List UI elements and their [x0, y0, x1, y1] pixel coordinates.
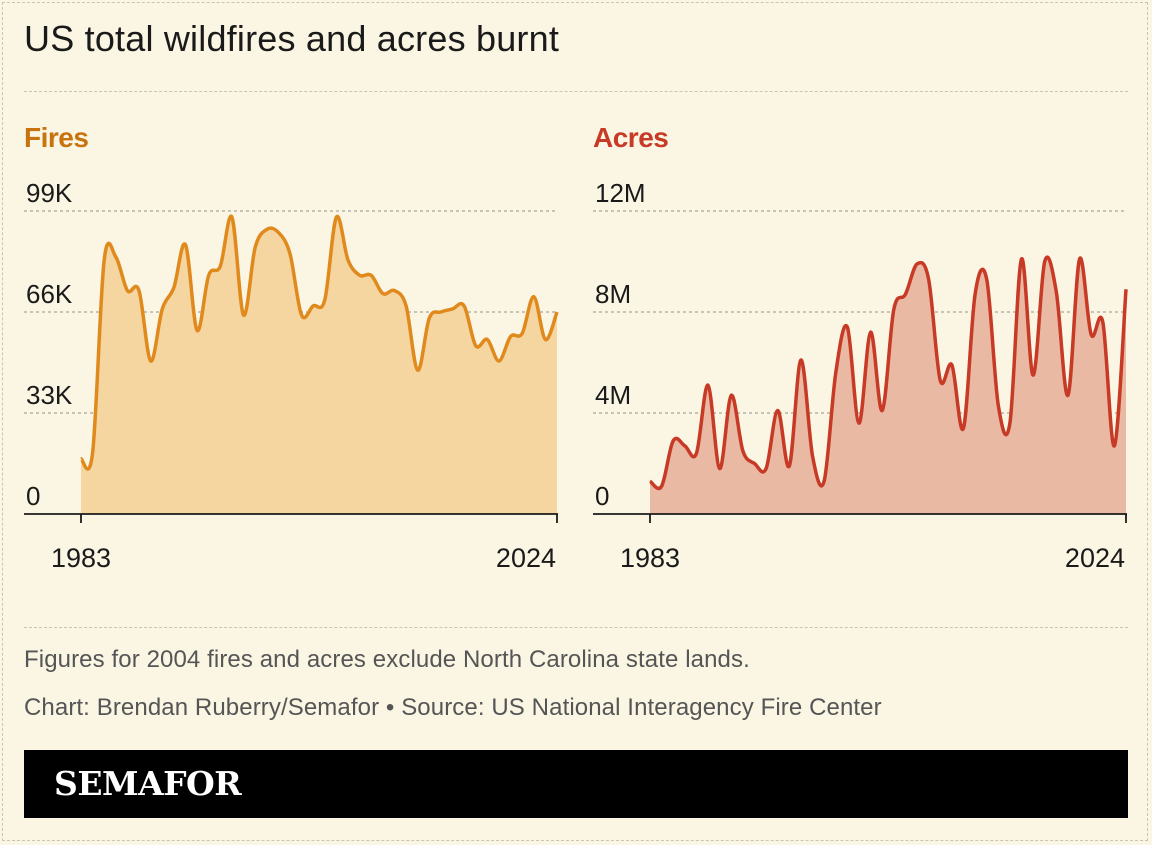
fires-panel-title: Fires	[24, 122, 88, 153]
acres-series-line	[648, 255, 1128, 491]
fires-ytick-label: 66K	[26, 279, 73, 309]
acres-ytick-label: 8M	[595, 279, 631, 309]
footer-bar: SEMAFOR	[24, 750, 1128, 818]
semafor-logo: SEMAFOR	[54, 764, 242, 803]
acres-ytick-label: 4M	[595, 380, 631, 410]
footnote: Figures for 2004 fires and acres exclude…	[24, 646, 750, 673]
acres-xtick-label: 1983	[620, 543, 680, 573]
fires-series-line	[79, 214, 559, 471]
acres-area	[650, 257, 1126, 514]
chart-title: US total wildfires and acres burnt	[24, 18, 560, 59]
fires-area	[81, 216, 557, 515]
fires-ytick-label: 99K	[26, 178, 73, 208]
acres-panel-title: Acres	[593, 122, 668, 153]
fires-xtick-label: 2024	[496, 543, 556, 573]
charts-area: Fires 0 33K 66K 99K 1983 2024 Acres 0 4M 8M 12M 1983…	[24, 122, 1128, 573]
fires-xtick-label: 1983	[51, 543, 111, 573]
fires-ytick-label: 33K	[26, 380, 73, 410]
fires-ytick-label: 0	[26, 481, 40, 511]
title-divider	[24, 91, 1128, 92]
footer-divider	[24, 627, 1128, 628]
acres-ytick-label: 12M	[595, 178, 646, 208]
credit-line: Chart: Brendan Ruberry/Semafor • Source:…	[24, 694, 882, 721]
acres-xtick-label: 2024	[1065, 543, 1125, 573]
acres-ytick-label: 0	[595, 481, 609, 511]
